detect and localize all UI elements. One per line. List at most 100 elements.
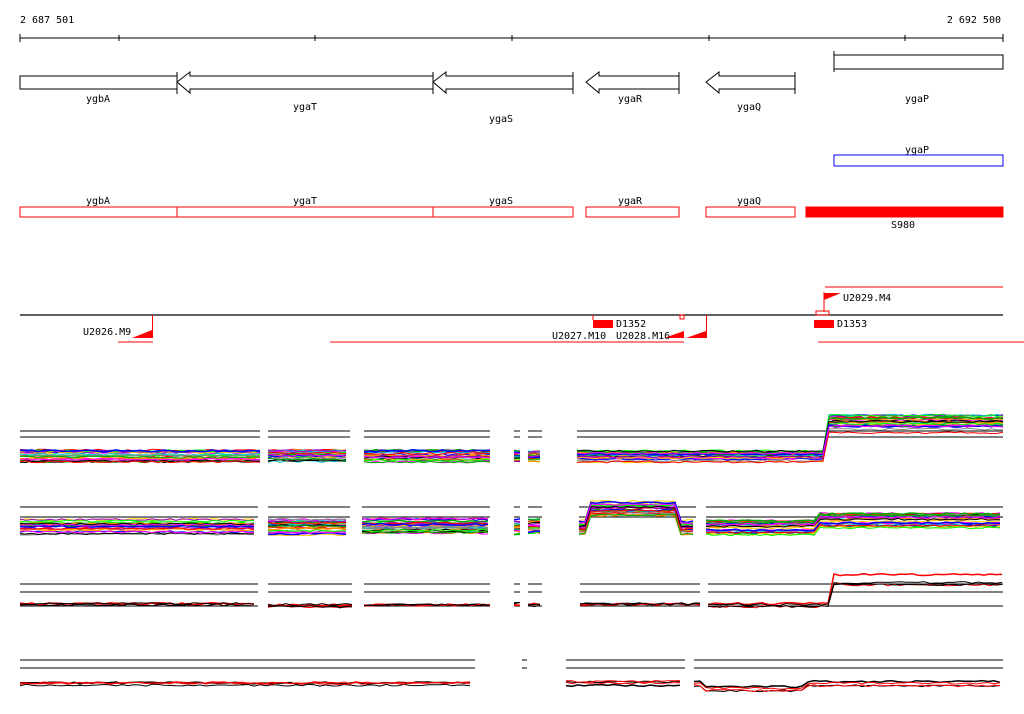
expression-profile [19,602,255,606]
expression-profile [705,524,1001,535]
expression-profile [576,422,1004,456]
ruler: 2 687 501 2 692 500 [19,15,1004,42]
expression-profile [267,524,347,527]
red-feature[interactable] [19,206,178,218]
red-label: ygaQ [737,196,761,207]
expression-profile [527,452,541,455]
gene-ygbA[interactable] [19,75,178,90]
expression-profile [361,525,489,529]
expression-profile [705,515,1001,527]
expression-profile [361,528,489,532]
expression-profile [513,524,521,527]
gene-ygaP[interactable] [833,54,1004,70]
expression-profile [527,604,541,608]
expression-profile [527,530,541,534]
gene-track [19,51,1004,95]
expression-profile [693,684,1001,693]
expression-profile [267,527,347,531]
expression-profile [576,431,1004,464]
expression-profile [361,526,488,530]
expression-profile [19,683,471,687]
expression-profile [707,572,1003,606]
expression-profile [19,681,471,685]
expression-profile [267,449,347,453]
expression-profile [705,514,1001,525]
d1352-marker[interactable] [593,320,613,328]
expression-profile [267,520,347,523]
u2027-marker[interactable] [664,331,684,338]
expression-profile [527,523,541,526]
expression-profile [705,526,1001,537]
expression-profile [527,451,541,453]
expression-profile [361,517,489,521]
expression-profile [578,505,694,528]
expression-profile [513,532,521,536]
red-feature[interactable] [176,206,434,218]
s980-feature[interactable] [805,206,1004,218]
expression-profile [363,460,491,464]
red-label: ygbA [86,196,110,207]
expression-profile [361,522,489,527]
red-track [19,206,1004,218]
gene-label: ygaR [618,94,643,105]
expression-profile [528,531,541,534]
feature-label-u2028: U2028.M16 [616,331,670,342]
expression-profile [527,522,540,525]
expression-panels [19,413,1004,693]
red-feature[interactable] [432,206,574,218]
expression-profile [578,513,694,536]
blue-track-label: ygaP [905,145,929,156]
expression-profile [705,512,1001,523]
expression-profile [566,679,681,683]
expression-profile [705,517,1000,528]
s980-label: S980 [891,220,915,231]
d1353-marker[interactable] [814,320,834,328]
expression-profile [527,455,541,458]
expression-profile [578,499,694,522]
expression-profile [579,602,701,606]
expression-profile [363,603,491,607]
u2028-marker[interactable] [686,315,707,338]
expression-profile [513,518,521,521]
expression-profile [267,456,347,460]
gene-ygaS[interactable] [432,70,574,95]
red-feature[interactable] [585,206,680,218]
expression-profile [513,529,521,532]
expression-profile [361,531,489,534]
gene-ygaT[interactable] [176,70,434,95]
expression-profile [19,519,255,523]
expression-profile [693,679,1001,689]
expression-profile [19,456,261,460]
expression-profile [705,515,1001,526]
expression-profile [576,427,1004,463]
expression-profile [707,583,1003,608]
feature-label-d1353: D1353 [837,319,867,330]
feature-label-u2026: U2026.M9 [83,327,131,338]
feature-track [20,286,1024,343]
expression-profile [19,460,261,464]
expression-profile [527,520,541,523]
expression-profile [363,452,491,456]
expression-profile [19,449,261,453]
u2026-marker[interactable] [132,315,153,338]
blue-track-feature[interactable] [833,154,1004,167]
expression-profile [513,449,521,453]
expression-profile [707,583,1003,609]
expression-profile [267,453,347,457]
gene-label: ygaS [489,114,513,125]
expression-profile [527,524,541,527]
expression-profile [267,450,347,453]
gene-ygaQ[interactable] [705,70,796,95]
expression-profile [267,602,353,606]
red-feature[interactable] [705,206,796,218]
expression-profile [267,457,347,461]
expression-profile [19,532,255,536]
expression-profile [267,531,347,535]
expression-profile [19,455,261,459]
gene-ygaR[interactable] [585,70,680,95]
expression-profile [363,449,491,453]
u2029-marker[interactable] [824,292,841,300]
expression-profile [364,459,491,462]
expression-profile [527,603,541,606]
expression-profile [363,455,491,459]
